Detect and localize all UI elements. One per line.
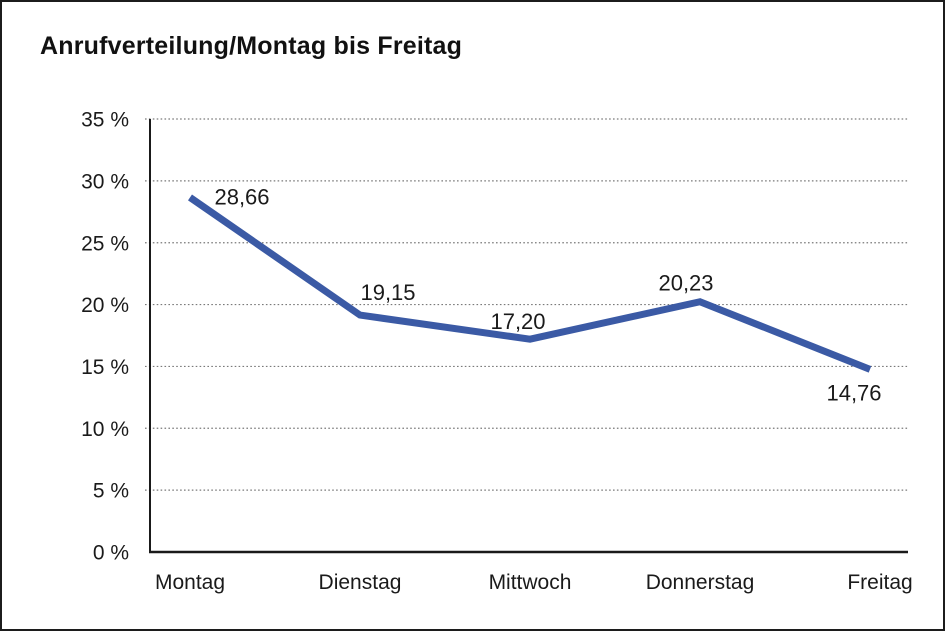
x-category-label: Donnerstag xyxy=(646,571,755,594)
y-tick-label: 30 % xyxy=(81,170,129,193)
data-label: 17,20 xyxy=(490,309,545,334)
series-line xyxy=(188,194,872,373)
data-label: 20,23 xyxy=(658,271,713,296)
x-category-label: Dienstag xyxy=(319,571,402,594)
x-category-label: Mittwoch xyxy=(489,571,572,594)
chart-title: Anrufverteilung/Montag bis Freitag xyxy=(40,32,463,60)
y-tick-label: 35 % xyxy=(81,109,129,132)
y-tick-label: 5 % xyxy=(93,480,129,503)
data-label: 14,76 xyxy=(826,380,881,405)
y-tick-label: 15 % xyxy=(81,356,129,379)
y-tick-label: 20 % xyxy=(81,294,129,317)
data-label: 19,15 xyxy=(360,280,415,305)
y-tick-label: 25 % xyxy=(81,232,129,255)
x-category-label: Freitag xyxy=(847,571,912,594)
x-category-label: Montag xyxy=(155,571,225,594)
y-tick-label: 10 % xyxy=(81,418,129,441)
y-tick-label: 0 % xyxy=(93,542,129,565)
data-label: 28,66 xyxy=(214,184,269,209)
